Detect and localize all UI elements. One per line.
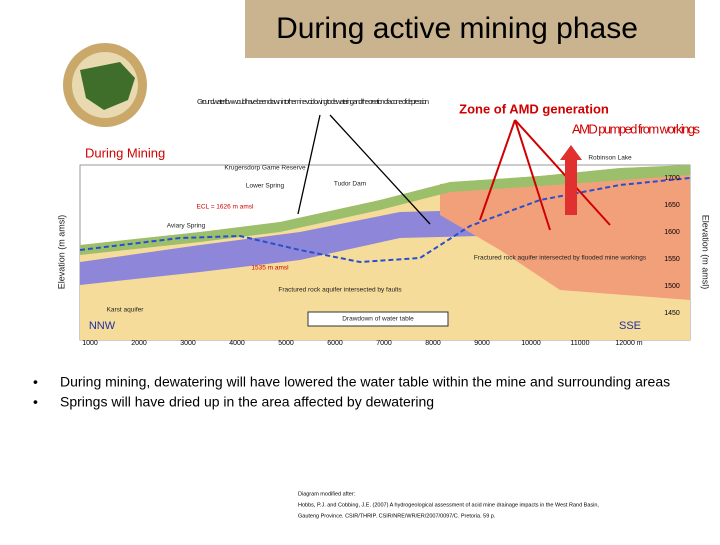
diagram-label: Tudor Dam bbox=[334, 181, 366, 188]
diagram-label: SSE bbox=[619, 320, 641, 332]
x-tick-label: 4000 bbox=[229, 340, 245, 347]
x-tick-label: 5000 bbox=[278, 340, 294, 347]
phase-label: During Mining bbox=[85, 145, 165, 160]
diagram-label: ECL = 1626 m amsl bbox=[196, 204, 254, 211]
bullet-dot: • bbox=[33, 374, 38, 390]
diagram-label: Krugersdorp Game Reserve bbox=[224, 165, 306, 172]
zone-label: Zone of AMD generation bbox=[459, 101, 609, 116]
x-tick-label: 6000 bbox=[327, 340, 343, 347]
x-tick-label: 12000 m bbox=[615, 340, 642, 347]
bullet-dot: • bbox=[33, 394, 38, 410]
diagram-label: Lower Spring bbox=[246, 183, 285, 190]
x-tick-label: 11000 bbox=[571, 340, 590, 347]
right-axis-label: Elevation (m amsl) bbox=[701, 215, 711, 290]
title: During active mining phase bbox=[276, 12, 638, 45]
x-tick-label: 7000 bbox=[376, 340, 392, 347]
citation-line: Diagram modified after: bbox=[298, 491, 356, 497]
bullet-text: During mining, dewatering will have lowe… bbox=[60, 374, 670, 390]
right-tick-label: 1700 bbox=[664, 175, 680, 182]
diagram-label: Fractured rock aquifer intersected by fl… bbox=[474, 255, 647, 262]
left-axis-label: Elevation (m amsl) bbox=[56, 215, 66, 290]
logo bbox=[63, 43, 147, 127]
right-tick-label: 1500 bbox=[664, 283, 680, 290]
right-tick-label: 1600 bbox=[664, 229, 680, 236]
x-tick-label: 3000 bbox=[180, 340, 196, 347]
x-tick-label: 2000 bbox=[131, 340, 147, 347]
diagram-label: Drawdown of water table bbox=[342, 316, 414, 323]
x-tick-label: 10000 bbox=[521, 340, 541, 347]
diagram-label: Karst aquifer bbox=[107, 307, 145, 314]
title-bar bbox=[245, 0, 695, 58]
pumped-label: AMD pumped from workings bbox=[572, 121, 701, 136]
x-tick-label: 9000 bbox=[474, 340, 490, 347]
diagram-label: Aviary Spring bbox=[167, 223, 206, 230]
diagram-label: Fractured rock aquifer intersected by fa… bbox=[278, 287, 402, 294]
x-tick-label: 8000 bbox=[425, 340, 441, 347]
cross-section bbox=[79, 114, 691, 341]
right-tick-label: 1550 bbox=[664, 256, 680, 263]
right-tick-label: 1450 bbox=[664, 310, 680, 317]
right-tick-label: 1650 bbox=[664, 202, 680, 209]
diagram-label: NNW bbox=[89, 320, 116, 332]
bullet-text: Springs will have dried up in the area a… bbox=[60, 394, 434, 410]
citation-line: Gauteng Province. CSIR/THRIP. CSIR/NRE/W… bbox=[298, 513, 496, 519]
x-tick-label: 1000 bbox=[82, 340, 98, 347]
diagram-label: Robinson Lake bbox=[588, 155, 632, 162]
groundwater-note: Groundwater flow would have been drawn i… bbox=[197, 97, 429, 106]
diagram-label: 1535 m amsl bbox=[251, 265, 289, 272]
citation-line: Hobbs, P.J. and Cobbing, J.E. (2007) A h… bbox=[298, 502, 599, 508]
